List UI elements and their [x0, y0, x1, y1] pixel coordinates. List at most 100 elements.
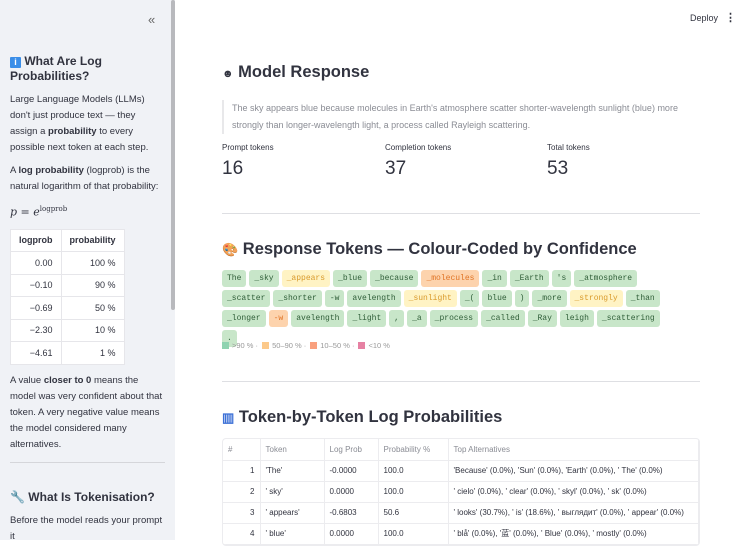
formula-base: p = e [10, 205, 40, 219]
col-header[interactable]: Top Alternatives [448, 439, 699, 461]
legend-item: >90 % · [222, 341, 258, 350]
confidence-paragraph: A value closer to 0 means the model was … [10, 373, 165, 453]
table-cell[interactable]: 0.0000 [324, 481, 379, 503]
token-chip: _in [482, 270, 507, 287]
main-menu-icon[interactable]: ⋮ [725, 12, 736, 24]
info-icon: i [10, 57, 21, 68]
text: (logprob) is the natural logarithm of th… [10, 165, 159, 192]
token-chip: _than [625, 290, 660, 307]
section-title-text: What Are Log Probabilities? [10, 54, 102, 83]
text: to every possible next token at each ste… [10, 126, 149, 153]
palette-icon: 🎨 [222, 242, 239, 257]
col-header[interactable]: Log Prob [324, 439, 379, 461]
table-cell[interactable]: -0.0000 [324, 460, 379, 482]
token-chip: _atmosphere [574, 270, 638, 287]
deploy-button[interactable]: Deploy [689, 13, 718, 23]
table-cell[interactable]: 3 [223, 502, 261, 524]
table-row[interactable]: 3 ' appears' -0.6803 50.6 ' looks' (30.7%), … [223, 502, 699, 524]
table-cell[interactable]: -0.6803 [324, 502, 379, 524]
metric-label: Prompt tokens [222, 143, 274, 152]
heading-text: Response Tokens — Colour-Coded by Confid… [242, 240, 637, 258]
section-title-tokenisation: 🔧 What Is Tokenisation? [10, 490, 165, 505]
legend-label: <10 % [368, 341, 390, 350]
formula-exponent: logprob [39, 205, 68, 213]
bar-chart-icon: ▥ [222, 410, 235, 425]
token-chip: _appears [281, 270, 331, 287]
token-table[interactable]: # Token Log Prob Probability % Top Alternati… [222, 438, 700, 546]
text: A value [10, 374, 44, 386]
metric-label: Completion tokens [385, 143, 452, 152]
sidebar-scrollbar[interactable] [171, 0, 175, 310]
legend-swatch [262, 342, 270, 349]
table-row[interactable]: 2 ' sky' 0.0000 100.0 ' cielo' (0.0%), ' cle… [223, 481, 699, 503]
confidence-legend: >90 % · 50–90 % · 10–50 % · <10 % [222, 341, 390, 350]
col-header[interactable]: Probability % [378, 439, 449, 461]
table-row[interactable]: 1 'The' -0.0000 100.0 'Because' (0.0%), 'Sun… [223, 460, 699, 482]
token-chip: _shorter [273, 290, 322, 307]
table-cell[interactable]: 2 [223, 481, 261, 503]
table-row[interactable]: 4 ' blue' 0.0000 100.0 ' blå' (0.0%), '蓝' (0… [223, 523, 699, 545]
token-chip: _more [532, 290, 567, 307]
token-chip: _light [347, 310, 387, 327]
table-cell[interactable]: 'The' [260, 460, 325, 482]
model-response-heading: ☻ Model Response [222, 63, 369, 82]
token-chip: The [222, 270, 247, 287]
token-chip: _called [481, 310, 525, 327]
table-cell[interactable]: 'Because' (0.0%), 'Sun' (0.0%), 'Earth' … [448, 460, 699, 482]
cell: 50 % [60, 296, 125, 320]
col-header[interactable]: Token [260, 439, 325, 461]
legend-item: <10 % [358, 341, 390, 350]
cell: −4.61 [10, 341, 62, 365]
table-cell[interactable]: ' blå' (0.0%), '蓝' (0.0%), ' Blue' (0.0%… [448, 523, 699, 545]
divider [222, 213, 700, 214]
cell: 100 % [60, 251, 125, 275]
text: means the model was very confident about… [10, 374, 163, 450]
table-cell[interactable]: 4 [223, 523, 261, 545]
logprob-paragraph: A log probability (logprob) is the natur… [10, 163, 165, 195]
token-chip: _sunlight [403, 290, 457, 307]
token-chip: leigh [559, 310, 594, 327]
logprob-table-heading: ▥ Token-by-Token Log Probabilities [222, 408, 502, 427]
table-cell[interactable]: 0.0000 [324, 523, 379, 545]
token-chip: , [389, 310, 405, 327]
metric-value: 37 [385, 158, 407, 179]
legend-label: 50–90 % · [272, 341, 307, 350]
legend-label: >90 % · [232, 341, 259, 350]
table-cell[interactable]: ' blue' [260, 523, 325, 545]
token-chip: _Earth [509, 270, 549, 287]
token-chip: 's [551, 270, 572, 287]
metric-value: 16 [222, 158, 244, 179]
tokenisation-paragraph: Before the model reads your prompt it [10, 515, 163, 540]
table-cell[interactable]: 100.0 [378, 523, 449, 545]
table-cell[interactable]: 100.0 [378, 460, 449, 482]
cell: −2.30 [10, 318, 62, 343]
intro-paragraph: Large Language Models (LLMs) don't just … [10, 92, 165, 156]
metric-total-tokens: Total tokens 53 [547, 143, 590, 180]
legend-item: 10–50 % · [310, 341, 354, 350]
table-cell[interactable]: 100.0 [378, 481, 449, 503]
formula: p = elogprob [10, 201, 165, 221]
col-header: probability [60, 228, 125, 253]
table-cell[interactable]: ' looks' (30.7%), ' is' (18.6%), ' выгля… [448, 502, 699, 524]
cell: 1 % [60, 341, 125, 365]
token-chip: blue [482, 290, 512, 307]
legend-swatch [222, 342, 229, 349]
table-cell[interactable]: ' cielo' (0.0%), ' clear' (0.0%), ' skyl… [448, 481, 699, 503]
table-cell[interactable]: 50.6 [378, 502, 449, 524]
robot-icon: ☻ [222, 68, 234, 80]
token-chip: avelength [291, 310, 345, 327]
token-chip: _blue [333, 270, 368, 287]
divider [10, 462, 165, 463]
token-chip: _Ray [527, 310, 557, 327]
col-header[interactable]: # [223, 439, 261, 461]
table-row: 0.00 100 % [10, 251, 125, 275]
col-header: logprob [10, 228, 62, 253]
table-cell[interactable]: ' appears' [260, 502, 325, 524]
token-chip: _because [370, 270, 419, 287]
collapse-sidebar-icon[interactable]: « [148, 12, 156, 27]
table-cell[interactable]: ' sky' [260, 481, 325, 503]
token-list: The _sky _appears _blue _because _molecules _i… [222, 270, 677, 347]
token-chip: _longer [222, 310, 266, 327]
table-cell[interactable]: 1 [223, 460, 261, 482]
cell: −0.10 [10, 273, 62, 298]
